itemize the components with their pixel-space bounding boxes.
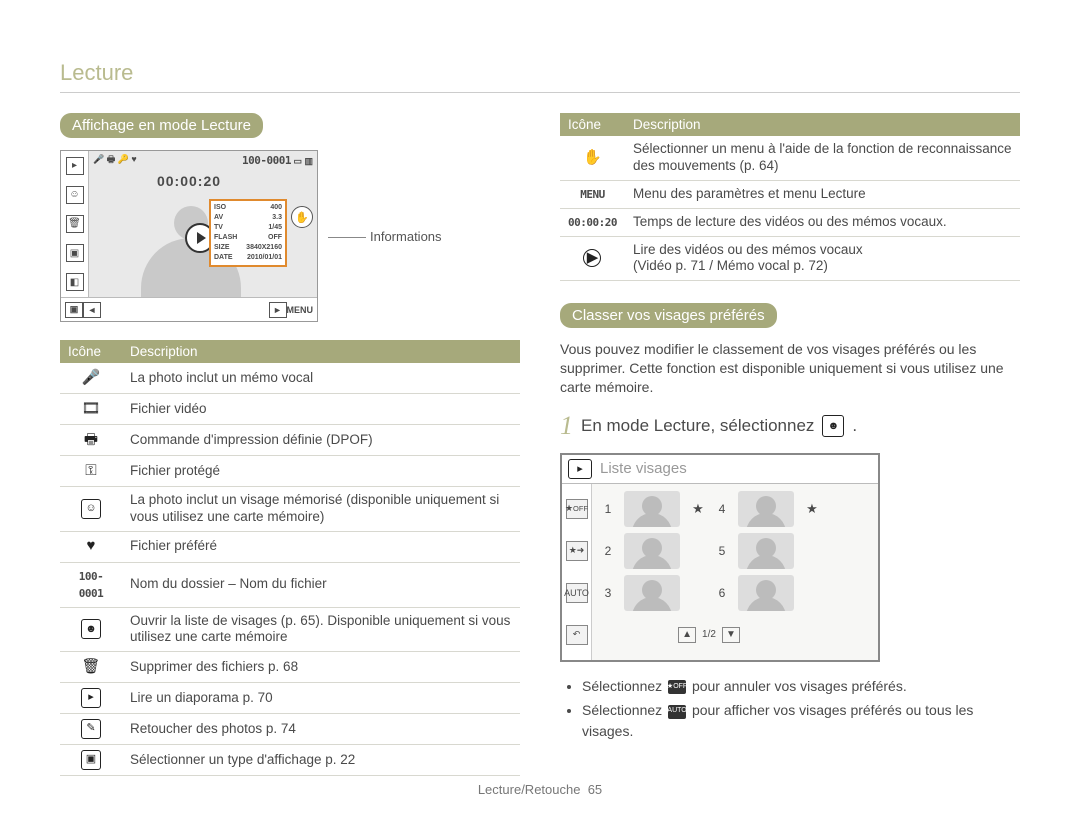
intro-text: Vous pouvez modifier le classement de vo… <box>560 340 1020 397</box>
bullet-list: Sélectionnez ★OFF pour annuler vos visag… <box>560 676 1020 741</box>
display-type-icon: ▣ <box>81 750 101 770</box>
star-off-icon: ★OFF <box>566 499 588 519</box>
prev-icon: ◄ <box>83 302 101 318</box>
table-row: ⚿Fichier protégé <box>60 456 520 487</box>
face-thumb <box>624 575 680 611</box>
mic-icon: 🎤 <box>81 368 101 388</box>
key-icon: ⚿ <box>81 461 101 481</box>
face-list-title: Liste visages <box>600 460 687 477</box>
menu-label: MENU <box>287 305 314 315</box>
faces-list-icon: ☻ <box>81 619 101 639</box>
face-thumb <box>738 533 794 569</box>
section-title-right: Classer vos visages préférés <box>560 303 777 328</box>
slideshow-icon: ▸ <box>81 688 101 708</box>
auto-icon: AUTO <box>668 705 686 719</box>
table-row: ▶Lire des vidéos ou des mémos vocaux (Vi… <box>560 236 1020 281</box>
film-icon: 🎞 <box>81 399 101 419</box>
table-row: 🗑Supprimer des fichiers p. 68 <box>60 652 520 683</box>
th-desc: Description <box>122 340 520 363</box>
header-rule <box>60 92 1020 93</box>
table-row: 00:00:20Temps de lecture des vidéos ou d… <box>560 208 1020 236</box>
playback-mode-icon: ▸ <box>568 459 592 479</box>
play-icon: ▶ <box>583 249 601 267</box>
bullet-item: Sélectionnez ★OFF pour annuler vos visag… <box>582 676 1020 696</box>
table-row: ☻Ouvrir la liste de visages (p. 65). Dis… <box>60 607 520 652</box>
table-row: ✎Retoucher des photos p. 74 <box>60 714 520 745</box>
face-thumb <box>624 533 680 569</box>
face-list-screenshot: ▸ Liste visages ★OFF ★➜ AUTO ↶ 1★ 4★ 2 5… <box>560 453 880 662</box>
table-row: 🎞Fichier vidéo <box>60 394 520 425</box>
face-list-pager: ▲ 1/2 ▼ <box>598 627 820 643</box>
auto-icon: AUTO <box>566 583 588 603</box>
face-thumb <box>624 491 680 527</box>
face-thumb <box>738 575 794 611</box>
motion-icon: ✋ <box>291 206 313 228</box>
lcd-screenshot: ▸ ☺ 🗑 ▣ ◧ 🎤 🖶 🔑 ♥ 100-0001 ▭ ▥ 00:00:20 … <box>60 150 318 322</box>
slideshow-icon: ▣ <box>66 244 84 262</box>
right-column: Icône Description ✋Sélectionner un menu … <box>560 113 1020 776</box>
face-mem-icon: ☺ <box>81 499 101 519</box>
step-number: 1 <box>560 411 573 441</box>
motion-icon: ✋ <box>582 148 602 168</box>
back-icon: ↶ <box>566 625 588 645</box>
face-grid: 1★ 4★ 2 5 3 6 ▲ 1/2 ▼ <box>592 484 878 660</box>
page-header: Lecture <box>60 60 1020 86</box>
table-row: ▣Sélectionner un type d'affichage p. 22 <box>60 745 520 776</box>
lcd-file-counter: 100-0001 ▭ ▥ <box>242 154 313 167</box>
heart-icon: ♥ <box>81 537 101 557</box>
table-row: MENUMenu des paramètres et menu Lecture <box>560 180 1020 208</box>
playback-icon: ▸ <box>66 157 84 175</box>
info-callout-label: Informations <box>328 229 442 244</box>
step-text-end: . <box>852 416 857 436</box>
lcd-time: 00:00:20 <box>61 173 317 189</box>
table-row: ✋Sélectionner un menu à l'aide de la fon… <box>560 136 1020 180</box>
page-up-icon: ▲ <box>678 627 696 643</box>
right-top-icon-table: Icône Description ✋Sélectionner un menu … <box>560 113 1020 281</box>
two-column-layout: Affichage en mode Lecture ▸ ☺ 🗑 ▣ ◧ 🎤 🖶 … <box>60 113 1020 776</box>
faces-list-icon: ☻ <box>822 415 844 437</box>
left-icon-table: Icône Description 🎤La photo inclut un mé… <box>60 340 520 776</box>
star-rank-icon: ★➜ <box>566 541 588 561</box>
face-list-side-toolbar: ★OFF ★➜ AUTO ↶ <box>562 484 592 660</box>
trash-icon: 🗑 <box>66 215 84 233</box>
face-thumb <box>738 491 794 527</box>
bullet-item: Sélectionnez AUTO pour afficher vos visa… <box>582 700 1020 741</box>
page-footer: Lecture/Retouche 65 <box>0 782 1080 797</box>
filecounter-icon: 100-0001 <box>79 570 104 600</box>
star-off-icon: ★OFF <box>668 680 686 694</box>
print-icon: 🖶 <box>81 430 101 450</box>
menu-icon: MENU <box>580 188 605 201</box>
display-type-icon: ▣ <box>65 302 83 318</box>
lcd-top-status-icons: 🎤 🖶 🔑 ♥ <box>93 152 137 168</box>
lcd-screenshot-block: ▸ ☺ 🗑 ▣ ◧ 🎤 🖶 🔑 ♥ 100-0001 ▭ ▥ 00:00:20 … <box>60 150 520 322</box>
table-row: ▸Lire un diaporama p. 70 <box>60 683 520 714</box>
step-text: En mode Lecture, sélectionnez <box>581 416 814 436</box>
table-row: ♥Fichier préféré <box>60 531 520 562</box>
page-down-icon: ▼ <box>722 627 740 643</box>
step-1: 1 En mode Lecture, sélectionnez ☻. <box>560 411 1020 441</box>
table-row: ☺La photo inclut un visage mémorisé (dis… <box>60 487 520 532</box>
table-row: 🎤La photo inclut un mémo vocal <box>60 363 520 394</box>
retouch-icon: ✎ <box>81 719 101 739</box>
table-row: 100-0001Nom du dossier – Nom du fichier <box>60 562 520 607</box>
table-row: 🖶Commande d'impression définie (DPOF) <box>60 425 520 456</box>
trash-icon: 🗑 <box>81 657 101 677</box>
retouch-icon: ◧ <box>66 273 84 291</box>
th-desc: Description <box>625 113 1020 136</box>
th-icon: Icône <box>60 340 122 363</box>
lcd-top-bar: 🎤 🖶 🔑 ♥ 100-0001 ▭ ▥ <box>89 151 317 169</box>
th-icon: Icône <box>560 113 625 136</box>
section-title-left: Affichage en mode Lecture <box>60 113 263 138</box>
lcd-info-callout: ISO400 AV3.3 TV1/45 FLASHOFF SIZE3840X21… <box>209 199 287 267</box>
next-icon: ► <box>269 302 287 318</box>
lcd-bottom-bar: ▣ ◄ ► MENU <box>61 297 317 321</box>
time-icon: 00:00:20 <box>568 216 617 229</box>
left-column: Affichage en mode Lecture ▸ ☺ 🗑 ▣ ◧ 🎤 🖶 … <box>60 113 520 776</box>
